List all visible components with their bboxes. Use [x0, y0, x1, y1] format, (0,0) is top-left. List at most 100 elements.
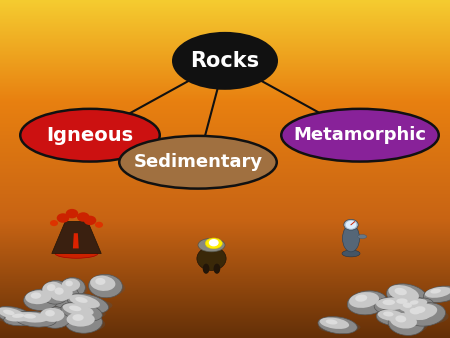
Ellipse shape: [425, 287, 450, 298]
Ellipse shape: [16, 316, 59, 327]
Ellipse shape: [346, 221, 356, 229]
Ellipse shape: [390, 313, 417, 329]
Ellipse shape: [205, 238, 222, 249]
Ellipse shape: [374, 296, 416, 316]
Ellipse shape: [410, 308, 420, 314]
Ellipse shape: [31, 292, 41, 299]
Ellipse shape: [405, 303, 436, 312]
Ellipse shape: [66, 316, 105, 332]
Ellipse shape: [41, 281, 70, 304]
Ellipse shape: [403, 303, 412, 308]
Ellipse shape: [47, 284, 55, 291]
Ellipse shape: [424, 291, 450, 302]
Ellipse shape: [42, 282, 64, 297]
Ellipse shape: [0, 307, 26, 320]
Ellipse shape: [42, 286, 72, 303]
Ellipse shape: [90, 275, 115, 291]
Ellipse shape: [391, 296, 419, 309]
Ellipse shape: [344, 219, 358, 230]
Ellipse shape: [378, 310, 404, 321]
Ellipse shape: [376, 298, 407, 310]
Ellipse shape: [45, 310, 55, 316]
Ellipse shape: [377, 314, 414, 325]
Ellipse shape: [320, 317, 349, 329]
Ellipse shape: [358, 235, 367, 239]
Ellipse shape: [61, 302, 102, 321]
Ellipse shape: [398, 300, 421, 313]
Ellipse shape: [50, 220, 58, 226]
Ellipse shape: [89, 274, 122, 298]
Ellipse shape: [389, 295, 427, 314]
Ellipse shape: [15, 312, 57, 327]
Text: Igneous: Igneous: [46, 126, 134, 145]
Ellipse shape: [396, 298, 408, 304]
Ellipse shape: [319, 321, 360, 333]
Ellipse shape: [72, 314, 84, 321]
Ellipse shape: [198, 238, 225, 252]
Ellipse shape: [12, 314, 24, 318]
Ellipse shape: [403, 305, 437, 326]
Ellipse shape: [405, 299, 428, 309]
Ellipse shape: [281, 109, 439, 162]
Ellipse shape: [90, 280, 125, 296]
Ellipse shape: [68, 293, 108, 313]
Ellipse shape: [349, 292, 379, 308]
Ellipse shape: [4, 311, 45, 326]
Ellipse shape: [382, 299, 395, 305]
Ellipse shape: [342, 225, 360, 252]
Ellipse shape: [65, 281, 73, 286]
Text: Sedimentary: Sedimentary: [134, 153, 262, 171]
Ellipse shape: [395, 288, 407, 295]
Ellipse shape: [342, 250, 360, 257]
Ellipse shape: [0, 307, 34, 324]
Ellipse shape: [410, 300, 418, 305]
Ellipse shape: [119, 136, 277, 189]
Ellipse shape: [375, 301, 419, 315]
Ellipse shape: [24, 289, 59, 310]
Ellipse shape: [40, 308, 64, 322]
Ellipse shape: [23, 314, 36, 319]
Ellipse shape: [388, 285, 419, 302]
Ellipse shape: [62, 283, 88, 296]
Ellipse shape: [406, 308, 449, 324]
Ellipse shape: [57, 213, 69, 223]
Ellipse shape: [387, 290, 432, 306]
Ellipse shape: [50, 289, 81, 307]
Ellipse shape: [388, 312, 424, 335]
Ellipse shape: [95, 278, 105, 285]
Ellipse shape: [69, 294, 100, 308]
Ellipse shape: [214, 264, 220, 274]
Ellipse shape: [25, 294, 62, 309]
Ellipse shape: [20, 109, 160, 162]
Ellipse shape: [63, 303, 94, 316]
Ellipse shape: [40, 312, 74, 327]
Ellipse shape: [209, 239, 219, 246]
Ellipse shape: [318, 317, 357, 334]
Ellipse shape: [39, 307, 71, 328]
Ellipse shape: [389, 317, 428, 334]
Ellipse shape: [383, 311, 394, 316]
Ellipse shape: [77, 212, 90, 222]
Ellipse shape: [61, 308, 106, 320]
Ellipse shape: [396, 299, 427, 318]
Ellipse shape: [347, 291, 387, 315]
Ellipse shape: [60, 277, 86, 297]
Ellipse shape: [55, 249, 98, 258]
Ellipse shape: [48, 284, 79, 308]
Ellipse shape: [405, 306, 430, 320]
Polygon shape: [52, 221, 101, 254]
Ellipse shape: [404, 298, 433, 313]
Ellipse shape: [355, 294, 367, 302]
Ellipse shape: [430, 289, 441, 294]
Ellipse shape: [404, 310, 441, 325]
Ellipse shape: [407, 304, 437, 319]
Ellipse shape: [326, 319, 338, 324]
Ellipse shape: [62, 279, 80, 291]
Polygon shape: [73, 233, 79, 248]
Ellipse shape: [423, 286, 450, 303]
Ellipse shape: [84, 216, 96, 225]
Text: Rocks: Rocks: [190, 51, 260, 71]
Ellipse shape: [54, 287, 64, 295]
Ellipse shape: [390, 300, 429, 313]
Ellipse shape: [0, 312, 38, 323]
